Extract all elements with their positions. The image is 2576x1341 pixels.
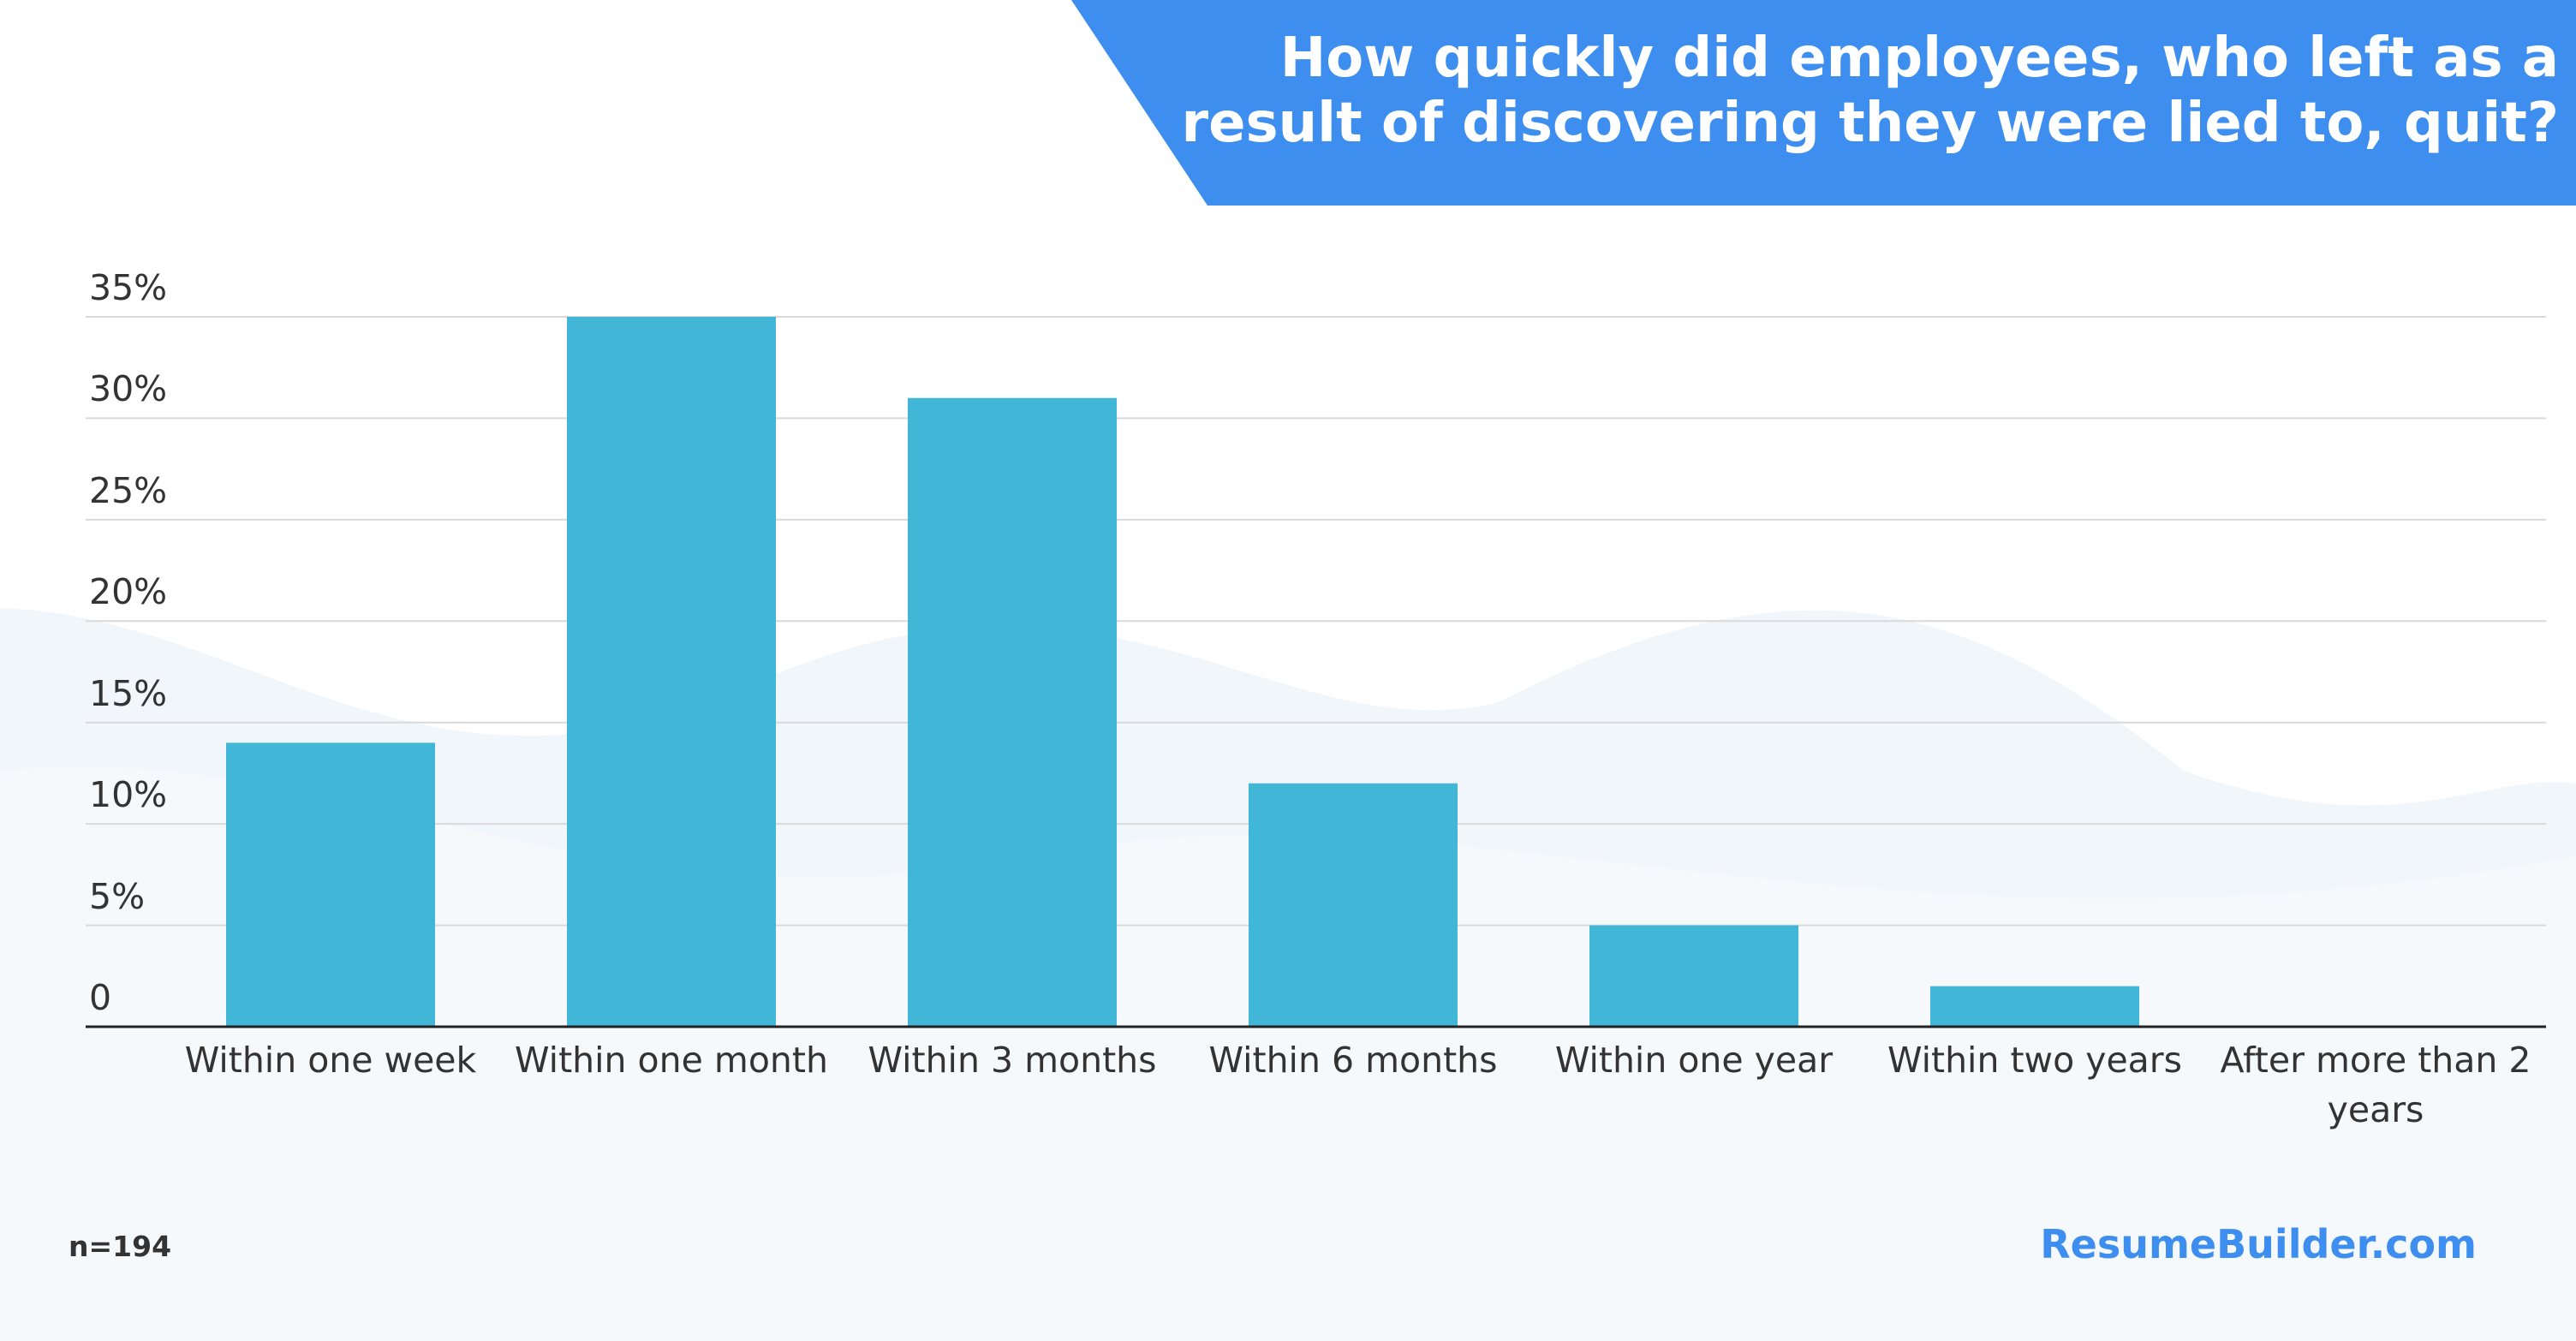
x-tick-label: Within one year xyxy=(1554,1040,1834,1081)
source: ResumeBuilder.com xyxy=(2040,1221,2477,1267)
x-tick-label: After more than 2 years xyxy=(2220,1040,2531,1130)
y-tick-label: 35% xyxy=(89,267,168,308)
sample-note: n=194 xyxy=(69,1230,172,1263)
y-tick-label: 10% xyxy=(89,774,168,816)
x-tick-label: Within one month xyxy=(515,1040,828,1081)
y-tick-label: 15% xyxy=(89,672,168,714)
bar xyxy=(226,742,435,1027)
y-tick-label: 5% xyxy=(89,875,146,917)
bar xyxy=(1589,925,1798,1027)
y-tick-label: 30% xyxy=(89,368,168,410)
bar xyxy=(1930,986,2139,1027)
y-tick-label: 0 xyxy=(89,977,112,1018)
y-tick-label: 25% xyxy=(89,469,168,511)
x-tick-label: Within 6 months xyxy=(1208,1040,1498,1081)
x-tick-label: Within two years xyxy=(1887,1040,2183,1081)
plot xyxy=(86,316,2546,1028)
x-tick-label: Within one week xyxy=(184,1040,477,1081)
chart-title: How quickly did employees, who left as a… xyxy=(1181,27,2559,155)
x-tick-label: Within 3 months xyxy=(868,1040,1157,1081)
title-banner xyxy=(1071,0,2576,206)
bar xyxy=(908,397,1117,1027)
bar xyxy=(567,317,776,1027)
y-tick-label: 20% xyxy=(89,571,168,613)
bar xyxy=(1249,783,1458,1027)
